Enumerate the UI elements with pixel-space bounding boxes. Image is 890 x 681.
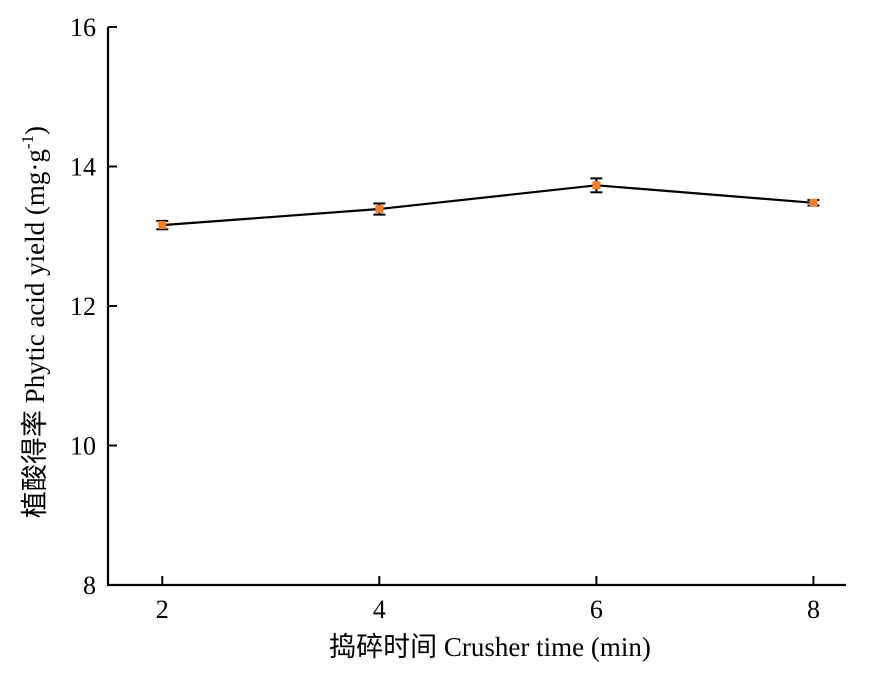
y-axis-title-superscript: -1 xyxy=(18,135,37,149)
point-marker xyxy=(158,221,167,230)
point-marker xyxy=(375,205,384,214)
series-group xyxy=(156,177,820,231)
data-point xyxy=(156,219,169,231)
x-ticks: 2 4 6 8 xyxy=(156,576,820,624)
x-tick-label: 4 xyxy=(373,595,386,624)
x-tick-label: 6 xyxy=(590,595,603,624)
y-tick-label: 16 xyxy=(70,13,96,42)
axes xyxy=(106,27,846,587)
series-line xyxy=(162,184,814,227)
y-ticks: 8 10 12 14 16 xyxy=(70,13,117,600)
data-point xyxy=(373,202,386,216)
y-axis-title-main: 植酸得率 Phytic acid yield (mg·g xyxy=(20,149,50,518)
y-tick-label: 10 xyxy=(70,432,96,461)
data-point xyxy=(807,198,820,207)
y-tick-label: 12 xyxy=(70,292,96,321)
y-tick-label: 8 xyxy=(83,571,96,600)
x-axis-title: 捣碎时间 Crusher time (min) xyxy=(329,632,651,662)
y-tick-label: 14 xyxy=(70,153,96,182)
point-marker xyxy=(809,198,818,207)
y-axis-title: 植酸得率 Phytic acid yield (mg·g-1) xyxy=(18,126,50,518)
y-axis-title-close: ) xyxy=(20,126,50,135)
point-marker xyxy=(592,181,601,190)
x-tick-label: 8 xyxy=(807,595,820,624)
x-tick-label: 2 xyxy=(156,595,169,624)
data-point xyxy=(590,177,603,194)
